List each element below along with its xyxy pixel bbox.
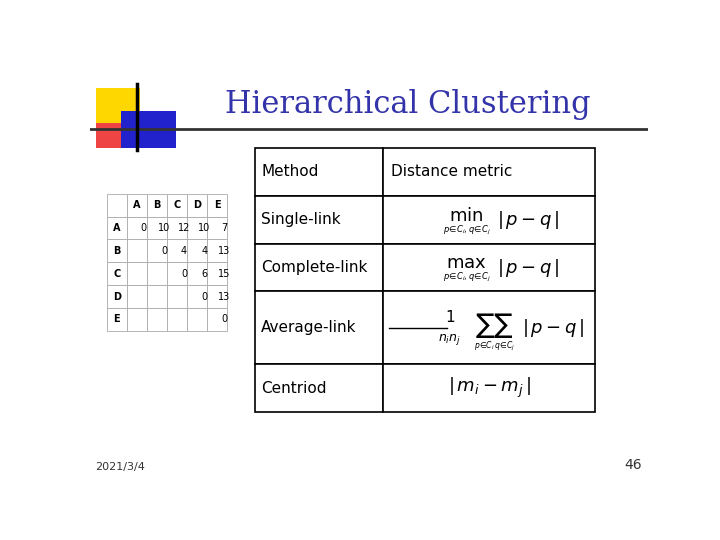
Bar	[127, 285, 147, 308]
Text: $|\,p - q\,|$: $|\,p - q\,|$	[497, 208, 559, 231]
Text: 0: 0	[201, 292, 207, 302]
Bar	[127, 262, 147, 285]
Text: $|\,m_i - m_j\,|$: $|\,m_i - m_j\,|$	[448, 376, 531, 400]
Text: $1$: $1$	[445, 309, 455, 326]
Bar	[167, 194, 187, 217]
Text: Average-link: Average-link	[261, 320, 357, 335]
Bar	[255, 148, 383, 196]
Bar	[167, 239, 187, 262]
Text: 7: 7	[221, 223, 228, 233]
Bar	[167, 308, 187, 331]
Bar	[167, 217, 187, 239]
Text: $|\,p - q\,|$: $|\,p - q\,|$	[497, 256, 559, 279]
Bar	[207, 217, 228, 239]
Bar	[107, 262, 127, 285]
Text: B: B	[113, 246, 120, 256]
Bar	[167, 285, 187, 308]
Text: Centriod: Centriod	[261, 381, 327, 396]
Text: 12: 12	[178, 223, 190, 233]
Bar	[107, 194, 127, 217]
Bar	[121, 111, 176, 148]
Text: $\min$: $\min$	[449, 206, 484, 225]
Bar	[207, 239, 228, 262]
Text: 0: 0	[221, 314, 228, 325]
Bar	[187, 217, 207, 239]
Bar	[187, 308, 207, 331]
Bar	[107, 308, 127, 331]
Text: 10: 10	[198, 223, 210, 233]
Text: $\sum\sum$: $\sum\sum$	[475, 311, 514, 340]
Bar	[255, 244, 383, 292]
Bar	[383, 364, 595, 412]
Bar	[147, 239, 167, 262]
Text: C: C	[113, 269, 120, 279]
Text: C: C	[174, 200, 181, 210]
Text: D: D	[113, 292, 121, 302]
Bar	[107, 285, 127, 308]
Text: Complete-link: Complete-link	[261, 260, 368, 275]
Bar	[147, 262, 167, 285]
Text: 4: 4	[181, 246, 187, 256]
Bar	[147, 217, 167, 239]
Bar	[207, 194, 228, 217]
Bar	[167, 262, 187, 285]
Bar	[147, 308, 167, 331]
Text: $\max$: $\max$	[446, 254, 487, 272]
Text: A: A	[113, 223, 120, 233]
Text: 13: 13	[218, 246, 230, 256]
Bar	[383, 196, 595, 244]
Text: 0: 0	[141, 223, 147, 233]
Bar	[187, 262, 207, 285]
Bar	[383, 292, 595, 364]
Text: 0: 0	[181, 269, 187, 279]
Text: 46: 46	[625, 458, 642, 472]
Text: 15: 15	[218, 269, 230, 279]
Text: Hierarchical Clustering: Hierarchical Clustering	[225, 89, 591, 120]
Bar	[147, 194, 167, 217]
Text: 4: 4	[201, 246, 207, 256]
Bar	[107, 217, 127, 239]
Bar	[207, 262, 228, 285]
Text: 10: 10	[158, 223, 170, 233]
Text: $p\!\in\!C_i\,q\!\in\!C_j$: $p\!\in\!C_i\,q\!\in\!C_j$	[474, 340, 515, 353]
Bar	[187, 194, 207, 217]
Text: $|\,p - q\,|$: $|\,p - q\,|$	[522, 317, 585, 339]
Bar	[96, 87, 140, 125]
Bar	[127, 308, 147, 331]
Bar	[187, 285, 207, 308]
Bar	[96, 123, 129, 148]
Bar	[207, 285, 228, 308]
Bar	[127, 217, 147, 239]
Text: $p\!\in\!C_i,q\!\in\!C_j$: $p\!\in\!C_i,q\!\in\!C_j$	[443, 271, 490, 285]
Bar	[127, 194, 147, 217]
Text: E: E	[114, 314, 120, 325]
Text: B: B	[153, 200, 161, 210]
Text: $n_i n_j$: $n_i n_j$	[438, 332, 462, 347]
Bar	[383, 244, 595, 292]
Bar	[207, 308, 228, 331]
Text: $p\!\in\!C_i,q\!\in\!C_j$: $p\!\in\!C_i,q\!\in\!C_j$	[443, 224, 490, 237]
Text: 6: 6	[201, 269, 207, 279]
Text: 13: 13	[218, 292, 230, 302]
Bar	[127, 239, 147, 262]
Bar	[255, 196, 383, 244]
Text: Distance metric: Distance metric	[392, 164, 513, 179]
Text: A: A	[133, 200, 140, 210]
Text: Single-link: Single-link	[261, 212, 341, 227]
Text: 2021/3/4: 2021/3/4	[96, 462, 145, 472]
Bar	[187, 239, 207, 262]
Bar	[255, 364, 383, 412]
Bar	[255, 292, 383, 364]
Bar	[107, 239, 127, 262]
Text: D: D	[193, 200, 201, 210]
Text: 0: 0	[161, 246, 167, 256]
Text: Method: Method	[261, 164, 319, 179]
Bar	[147, 285, 167, 308]
Bar	[383, 148, 595, 196]
Text: E: E	[214, 200, 220, 210]
